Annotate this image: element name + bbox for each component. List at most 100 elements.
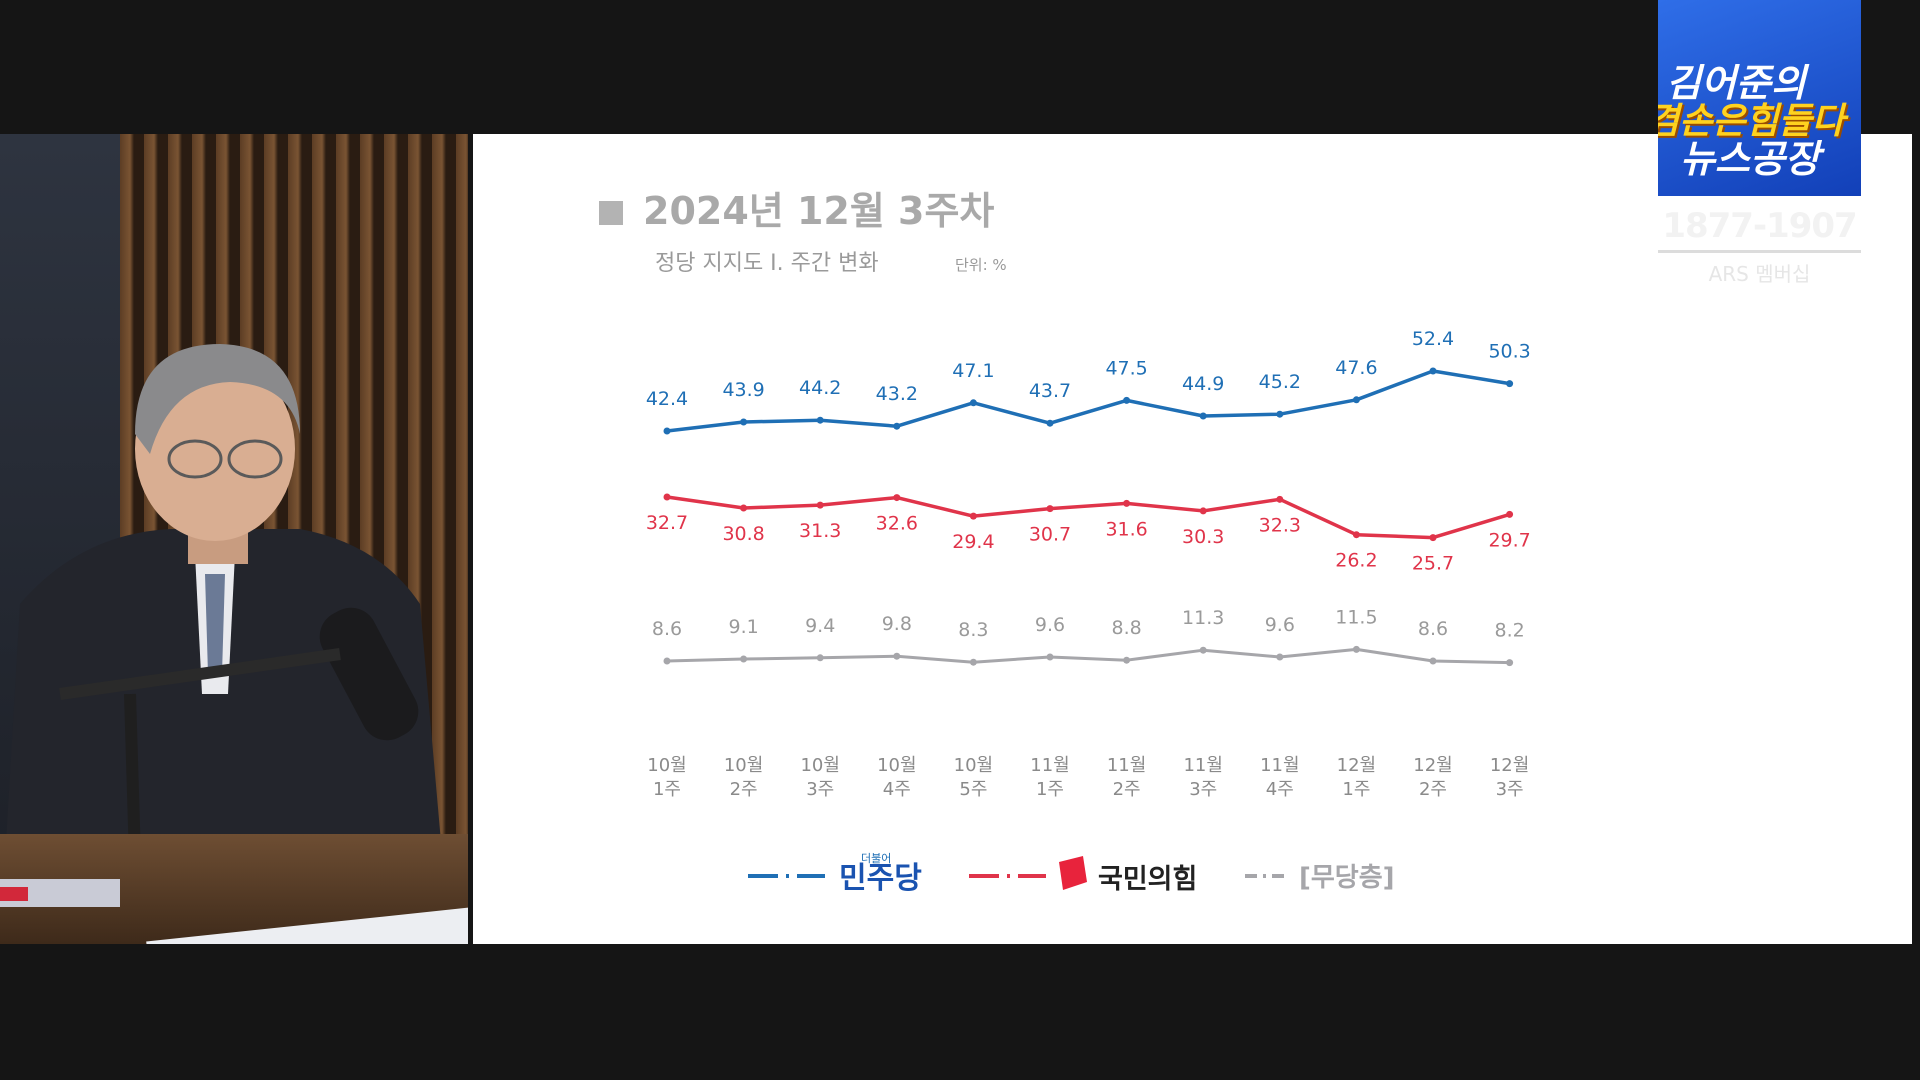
- logo-line-1: 김어준의: [1666, 61, 1806, 105]
- data-label-independent: 8.2: [1494, 620, 1524, 642]
- desk-name-card: [0, 879, 120, 907]
- data-label-minjoo: 47.6: [1335, 357, 1377, 379]
- data-point-ppp: [1046, 505, 1054, 513]
- data-label-independent: 9.8: [882, 613, 912, 635]
- data-label-independent: 8.3: [958, 619, 988, 641]
- ars-phone-number: 1877-1907: [1662, 206, 1857, 246]
- data-label-independent: 8.6: [652, 618, 682, 640]
- phone-underline: [1658, 250, 1861, 253]
- data-point-ppp: [1123, 499, 1131, 507]
- data-label-independent: 8.8: [1111, 617, 1141, 639]
- x-tick-label: 12월 3주: [1490, 755, 1529, 800]
- data-label-minjoo: 52.4: [1412, 328, 1454, 350]
- data-point-independent: [1199, 646, 1207, 654]
- show-logo: 김어준의 겸손은힘들다 뉴스공장: [1658, 0, 1861, 196]
- data-point-minjoo: [1046, 419, 1054, 427]
- series-line-minjoo: [666, 369, 1510, 433]
- data-point-minjoo: [1199, 412, 1207, 420]
- x-tick-label: 10월 4주: [877, 755, 916, 800]
- data-point-minjoo: [1352, 396, 1360, 404]
- data-point-independent: [1352, 645, 1360, 653]
- data-label-minjoo: 50.3: [1488, 341, 1530, 363]
- chart-legend: 더불어 민주당 국민의힘 [무당층]: [748, 852, 1395, 896]
- data-label-minjoo: 47.1: [952, 360, 994, 382]
- series-line-ppp: [666, 495, 1511, 540]
- data-point-minjoo: [1506, 380, 1514, 388]
- data-point-minjoo: [816, 416, 824, 424]
- data-point-independent: [816, 654, 824, 662]
- ars-membership-label: ARS 멤버십: [1708, 262, 1811, 286]
- ppp-logo-icon: [1059, 856, 1087, 890]
- legend-item-ppp: 국민의힘: [969, 856, 1197, 895]
- logo-line-2: 겸손은힘들다: [1658, 101, 1845, 142]
- data-point-ppp: [1276, 495, 1284, 503]
- data-point-minjoo: [893, 422, 901, 430]
- legend-minjoo-small-label: 더불어: [861, 852, 891, 865]
- data-point-ppp: [1199, 507, 1207, 515]
- data-point-ppp: [1429, 534, 1437, 542]
- data-label-independent: 9.4: [805, 615, 835, 637]
- data-label-minjoo: 43.7: [1029, 380, 1071, 402]
- data-point-minjoo: [1276, 410, 1284, 418]
- legend-ppp-label: 국민의힘: [1098, 864, 1197, 895]
- data-label-minjoo: 43.9: [722, 379, 764, 401]
- data-point-independent: [663, 657, 671, 665]
- data-point-independent: [1123, 656, 1131, 664]
- data-point-ppp: [1352, 531, 1360, 539]
- x-tick-label: 12월 1주: [1337, 755, 1376, 800]
- title-square-icon: [599, 201, 623, 225]
- x-tick-label: 10월 2주: [724, 755, 763, 800]
- data-label-ppp: 30.7: [1029, 524, 1071, 546]
- legend-independent-label: [무당층]: [1299, 863, 1395, 893]
- data-point-minjoo: [1429, 367, 1437, 375]
- legend-item-minjoo: 더불어 민주당: [748, 852, 922, 896]
- data-label-independent: 9.1: [728, 616, 758, 638]
- data-label-minjoo: 42.4: [646, 388, 688, 410]
- data-label-minjoo: 45.2: [1259, 371, 1301, 393]
- party-support-chart: 2024년 12월 3주차 정당 지지도 Ⅰ. 주간 변화 단위: % 42.4…: [599, 189, 1531, 896]
- data-point-ppp: [740, 504, 748, 512]
- data-point-independent: [1429, 657, 1437, 665]
- data-label-ppp: 32.6: [876, 513, 918, 535]
- data-point-independent: [740, 655, 748, 663]
- chart-subtitle: 정당 지지도 Ⅰ. 주간 변화: [655, 251, 879, 276]
- data-label-minjoo: 43.2: [876, 383, 918, 405]
- legend-minjoo-label: 민주당: [839, 861, 922, 896]
- data-label-ppp: 32.3: [1259, 514, 1301, 536]
- data-point-ppp: [816, 501, 824, 509]
- x-tick-label: 11월 2주: [1107, 755, 1146, 800]
- data-label-independent: 8.6: [1418, 618, 1448, 640]
- data-point-minjoo: [969, 399, 977, 407]
- series-line-independent: [666, 647, 1510, 665]
- x-tick-label: 11월 4주: [1260, 755, 1299, 800]
- data-point-independent: [1276, 653, 1284, 661]
- x-tick-label: 10월 3주: [800, 755, 839, 800]
- legend-item-independent: [무당층]: [1245, 863, 1395, 893]
- x-tick-label: 11월 3주: [1183, 755, 1222, 800]
- data-label-independent: 11.5: [1335, 606, 1377, 628]
- data-point-ppp: [893, 494, 901, 502]
- studio-camera-feed: [0, 134, 468, 944]
- data-point-ppp: [1506, 510, 1514, 518]
- data-label-ppp: 30.8: [722, 523, 764, 545]
- data-label-ppp: 31.6: [1105, 518, 1147, 540]
- data-label-independent: 9.6: [1265, 614, 1295, 636]
- presenter-figure: [0, 344, 450, 944]
- data-label-ppp: 26.2: [1335, 550, 1377, 572]
- data-point-minjoo: [1123, 396, 1131, 404]
- data-point-independent: [969, 658, 977, 666]
- data-label-minjoo: 47.5: [1105, 357, 1147, 379]
- x-tick-label: 12월 2주: [1413, 755, 1452, 800]
- plot-area: 42.4 43.9 44.2 43.2 47.1 43.7 47.5 44.9 45.2 47.6…: [646, 328, 1531, 800]
- data-point-ppp: [969, 512, 977, 520]
- data-label-ppp: 31.3: [799, 520, 841, 542]
- data-point-independent: [893, 652, 901, 660]
- data-label-minjoo: 44.9: [1182, 373, 1224, 395]
- data-point-minjoo: [740, 418, 748, 426]
- x-tick-label: 11월 1주: [1030, 755, 1069, 800]
- data-point-minjoo: [663, 427, 671, 435]
- x-tick-label: 10월 5주: [954, 755, 993, 800]
- data-label-ppp: 25.7: [1412, 553, 1454, 575]
- chart-slide: 2024년 12월 3주차 정당 지지도 Ⅰ. 주간 변화 단위: % 42.4…: [473, 134, 1912, 944]
